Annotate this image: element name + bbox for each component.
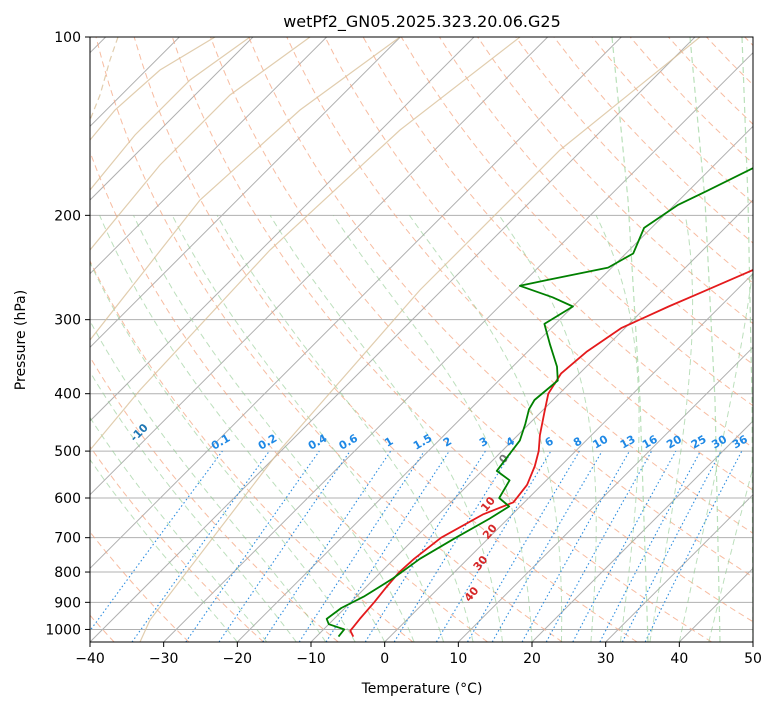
curved-guide-line (90, 37, 521, 451)
x-tick-label: −10 (296, 651, 326, 667)
mixing-ratio-line (262, 450, 392, 642)
chart-title: wetPf2_GN05.2025.323.20.06.G25 (283, 12, 561, 32)
curved-guide-line (90, 37, 251, 191)
mixing-ratio-line (644, 450, 743, 642)
isotherm-line (384, 272, 753, 642)
mixing-ratio-line (325, 450, 450, 642)
dry-adiabat-line (90, 259, 414, 642)
dry-adiabat-line (515, 37, 753, 284)
moist-adiabat-line (90, 261, 356, 642)
y-tick-label: 700 (54, 531, 81, 547)
y-tick-label: 500 (54, 444, 81, 460)
y-tick-label: 400 (54, 387, 81, 403)
isotherm-line (752, 641, 753, 642)
curved-guide-line (139, 37, 701, 642)
mixing-ratio-line (185, 450, 320, 642)
moist-adiabat-line (332, 215, 533, 642)
moist-adiabat-line (269, 215, 503, 642)
moist-adiabat-line (595, 215, 640, 642)
isotherm-line (90, 37, 254, 201)
mixing-ratio-line (393, 450, 513, 642)
x-tick-label: 40 (670, 651, 688, 667)
dry-adiabat-line (286, 37, 753, 534)
isotherm-line (90, 37, 401, 349)
dry-adiabat-line (210, 37, 753, 623)
y-tick-label: 900 (54, 595, 81, 611)
isotherm-line (90, 37, 622, 570)
y-tick-label: 100 (54, 30, 81, 46)
mixing-ratio-line (572, 450, 677, 642)
mixing-ratio-line (298, 450, 425, 642)
x-tick-label: 10 (449, 651, 467, 667)
isotherm-line (90, 37, 475, 422)
moist-adiabat-line (90, 458, 238, 642)
mixing-ratio-line (521, 450, 630, 642)
moist-adiabat-line (171, 215, 445, 642)
isotherm-line (90, 37, 696, 642)
moist-adiabat-line (408, 215, 563, 642)
y-tick-label: 800 (54, 565, 81, 581)
curved-guide-line (90, 37, 401, 341)
moist-adiabat-line (90, 416, 268, 642)
x-tick-label: −40 (75, 651, 105, 667)
curved-guide-line (611, 37, 649, 642)
moist-adiabat-line (678, 264, 753, 642)
plot-frame (89, 36, 754, 643)
curved-guide-line (90, 37, 216, 141)
mixing-ratio-line (545, 450, 653, 642)
dry-adiabat-line (248, 37, 753, 578)
moist-adiabat-line (90, 370, 297, 642)
curved-guide-line (689, 37, 721, 642)
x-tick-label: 20 (523, 651, 541, 667)
moist-adiabat-line (133, 215, 415, 642)
dry-adiabat-line (95, 37, 563, 642)
isotherm-line (457, 346, 753, 642)
dry-adiabat-line (324, 37, 753, 491)
y-tick-label: 600 (54, 491, 81, 507)
moist-adiabat-line (99, 215, 386, 642)
moist-adiabat-line (216, 215, 474, 642)
moist-adiabat-line (90, 320, 327, 642)
y-axis-ticks: 100 200 300 400 500 600 700 800 900 1000 (45, 30, 90, 638)
x-tick-label: −30 (149, 651, 179, 667)
dry-adiabat-line (133, 37, 638, 642)
isotherm-line (163, 51, 753, 642)
y-tick-label: 200 (54, 208, 81, 224)
x-tick-label: 30 (597, 651, 615, 667)
curved-guide-line (90, 37, 311, 251)
moist-adiabat-line (649, 215, 694, 642)
y-tick-label: 1000 (45, 622, 81, 638)
mixing-ratio-line (218, 450, 351, 642)
mixing-ratio-line (131, 450, 270, 642)
mixing-ratio-line (90, 450, 223, 632)
x-axis-label: Temperature (°C) (361, 681, 483, 697)
isotherm-line (90, 37, 549, 496)
plot-background (90, 37, 753, 642)
x-tick-label: 0 (380, 651, 389, 667)
dry-adiabat-line (171, 37, 712, 642)
isotherm-line (236, 125, 753, 642)
dry-adiabat-line (90, 445, 264, 642)
y-tick-label: 300 (54, 313, 81, 329)
dewpoint-profile-line (325, 167, 753, 638)
curved-guide-line (90, 37, 119, 121)
isotherm-line (605, 493, 753, 642)
dry-adiabat-line (90, 356, 339, 642)
x-tick-label: 50 (744, 651, 762, 667)
isotherm-line (531, 420, 753, 642)
y-axis-label: Pressure (hPa) (13, 290, 29, 390)
x-tick-label: −20 (223, 651, 253, 667)
x-axis-ticks: −40 −30 −20 −10 0 10 20 30 40 50 (75, 642, 762, 667)
isotherm-line (90, 37, 328, 275)
